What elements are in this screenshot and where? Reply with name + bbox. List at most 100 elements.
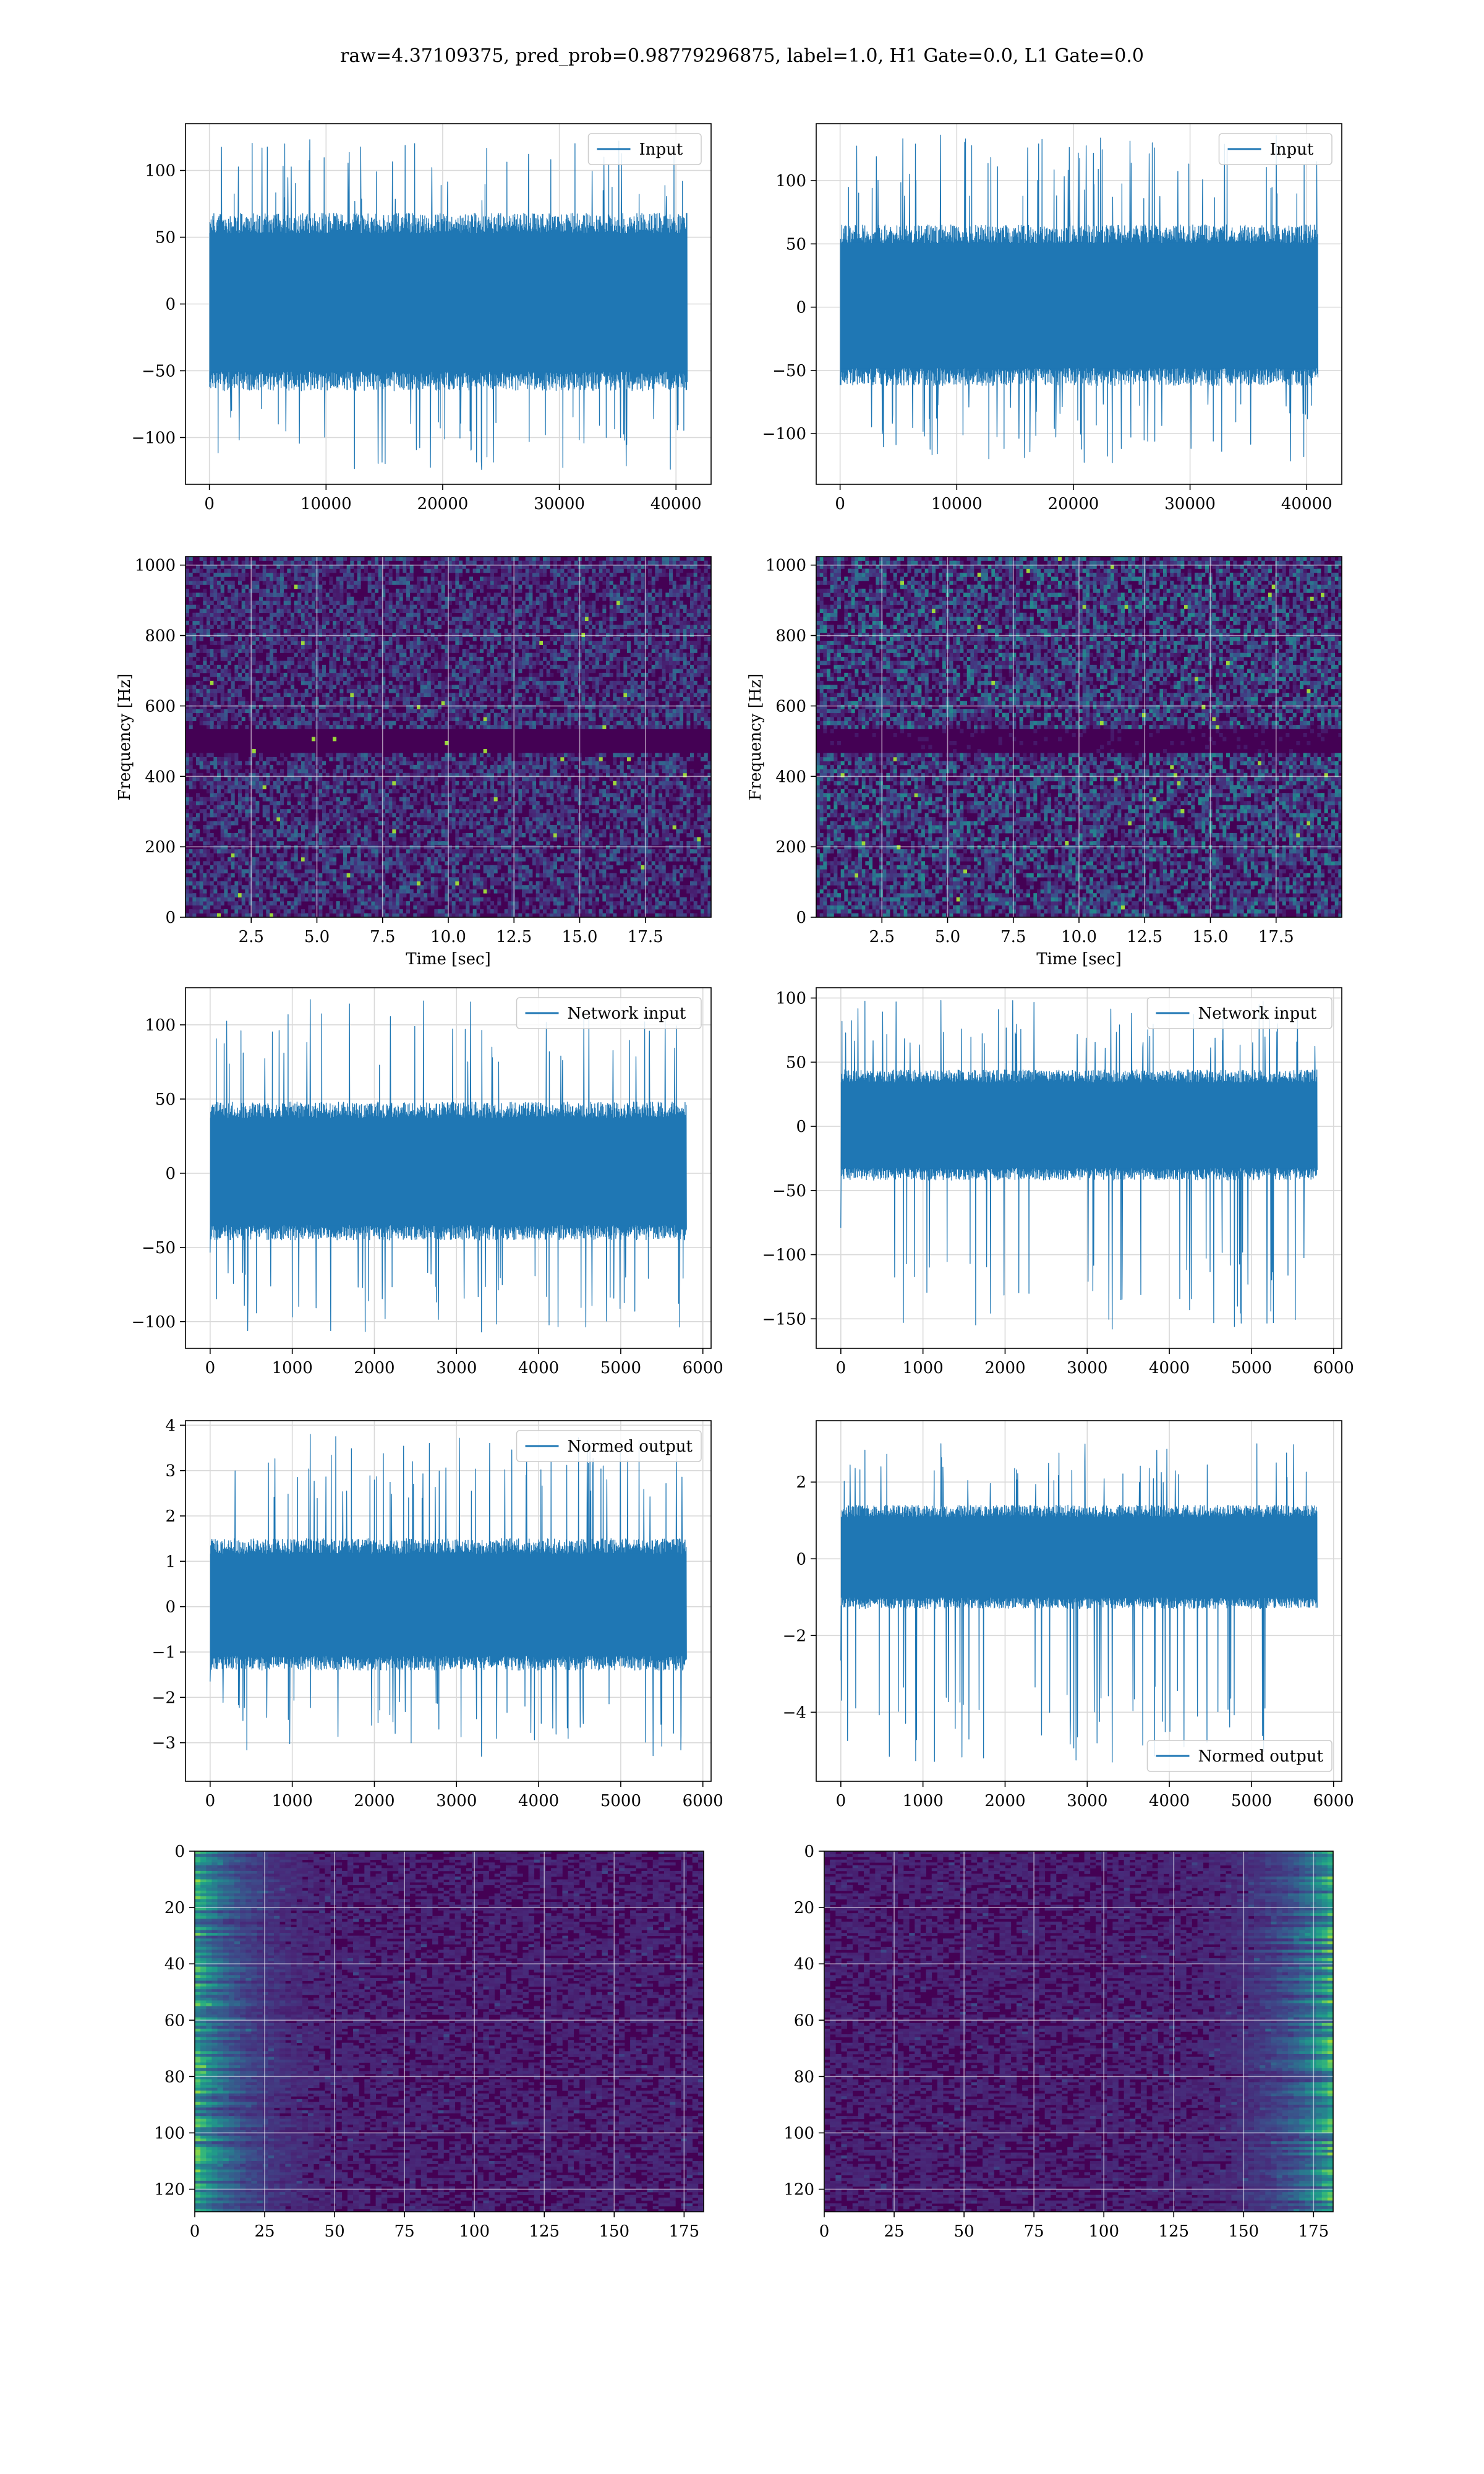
heatmap-cell (451, 709, 456, 714)
heatmap-cell (357, 833, 361, 837)
heatmap-cell (430, 813, 435, 818)
heatmap-cell (228, 833, 232, 837)
heatmap-cell (409, 721, 414, 726)
heatmap-cell (396, 633, 400, 637)
heatmap-cell (445, 905, 449, 910)
heatmap-cell (273, 877, 277, 882)
heatmap-cell (203, 825, 207, 829)
heatmap-cell (294, 829, 298, 834)
heatmap-cell (192, 641, 197, 645)
heatmap-cell (483, 609, 487, 614)
heatmap-cell (417, 853, 421, 858)
heatmap-cell (346, 672, 351, 677)
heatmap-cell (455, 764, 459, 769)
heatmap-cell (469, 721, 474, 726)
heatmap-cell (333, 661, 337, 666)
heatmap-cell (270, 636, 274, 641)
heatmap-cell (451, 905, 456, 910)
heatmap-cell (287, 633, 291, 637)
heatmap-cell (427, 901, 432, 905)
heatmap-cell (255, 773, 260, 777)
heatmap-cell (266, 756, 270, 761)
heatmap-cell (399, 593, 403, 597)
heatmap-cell (459, 773, 463, 777)
heatmap-cell (270, 881, 274, 886)
heatmap-cell (396, 781, 400, 785)
heatmap-cell (406, 584, 411, 589)
heatmap-cell (294, 853, 298, 858)
heatmap-cell (304, 841, 309, 845)
heatmap-cell (276, 833, 281, 837)
heatmap-cell (336, 905, 340, 910)
heatmap-cell (339, 576, 344, 581)
heatmap-cell (424, 669, 428, 674)
heatmap-cell (451, 877, 456, 882)
heatmap-cell (234, 704, 239, 709)
heatmap-cell (343, 769, 348, 774)
heatmap-cell (207, 677, 211, 682)
heatmap-cell (339, 704, 344, 709)
heatmap-cell (396, 617, 400, 622)
heatmap-cell (294, 881, 298, 886)
heatmap-cell (375, 849, 379, 854)
heatmap-cell (329, 680, 333, 685)
heatmap-cell (231, 704, 235, 709)
heatmap-cell (350, 625, 354, 629)
heatmap-cell (371, 769, 375, 774)
heatmap-cell (287, 801, 291, 806)
heatmap-cell (291, 656, 295, 661)
heatmap-cell (360, 620, 365, 625)
heatmap-cell (199, 717, 203, 721)
heatmap-cell (312, 753, 316, 758)
heatmap-cell (360, 773, 365, 777)
heatmap-cell (287, 628, 291, 633)
heatmap-cell (322, 725, 326, 729)
heatmap-cell (451, 861, 456, 866)
heatmap-cell (228, 709, 232, 714)
heatmap-cell (196, 885, 200, 890)
heatmap-cell (213, 805, 218, 810)
heatmap-cell (220, 829, 224, 834)
heatmap-cell (406, 596, 411, 601)
heatmap-cell (388, 672, 393, 677)
heatmap-cell (294, 620, 298, 625)
heatmap-cell (364, 809, 369, 813)
heatmap-cell (333, 861, 337, 866)
heatmap-cell (472, 821, 477, 826)
heatmap-cell (466, 873, 470, 878)
heatmap-cell (210, 785, 214, 790)
heatmap-cell (445, 653, 449, 657)
heatmap-cell (228, 785, 232, 790)
heatmap-cell (413, 869, 417, 874)
heatmap-cell (357, 617, 361, 622)
heatmap-cell (304, 785, 309, 790)
heatmap-cell (207, 580, 211, 585)
heatmap-cell (483, 829, 487, 834)
heatmap-cell (192, 696, 197, 701)
heatmap-cell (406, 725, 411, 729)
heatmap-cell (466, 593, 470, 597)
heatmap-cell (199, 909, 203, 914)
heatmap-cell (371, 560, 375, 565)
heatmap-cell (294, 709, 298, 714)
heatmap-cell (357, 580, 361, 585)
heatmap-cell (472, 897, 477, 902)
heatmap-cell (413, 769, 417, 774)
heatmap-cell (186, 837, 190, 842)
heatmap-cell (357, 688, 361, 693)
heatmap-cell (350, 693, 354, 698)
heatmap-cell (472, 704, 477, 709)
heatmap-cell (280, 560, 284, 565)
heatmap-cell (343, 661, 348, 666)
heatmap-cell (287, 833, 291, 837)
heatmap-cell (312, 609, 316, 614)
heatmap-cell (480, 801, 484, 806)
heatmap-cell (382, 905, 386, 910)
heatmap-cell (441, 664, 445, 669)
heatmap-cell (459, 849, 463, 854)
heatmap-cell (325, 604, 330, 609)
heatmap-cell (249, 648, 253, 653)
heatmap-cell (224, 753, 228, 758)
heatmap-cell (241, 785, 245, 790)
heatmap-cell (455, 781, 459, 785)
